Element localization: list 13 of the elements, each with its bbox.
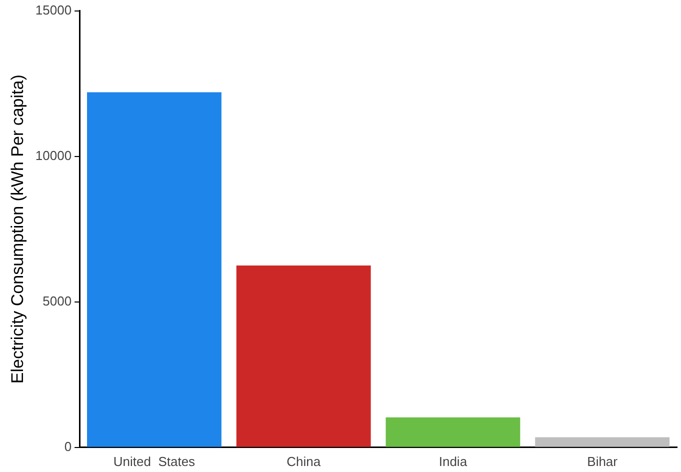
y-axis-title: Electricity Consumption (kWh Per capita)	[8, 74, 27, 384]
x-tick-label: United States	[113, 454, 196, 469]
x-tick-label: India	[438, 454, 468, 469]
x-tick-label: Bihar	[587, 454, 618, 469]
y-tick-label: 0	[64, 438, 72, 454]
bar	[535, 437, 670, 447]
bar	[236, 265, 371, 447]
bar	[386, 417, 520, 447]
bar	[87, 92, 222, 447]
y-tick-label: 10000	[35, 148, 72, 163]
y-tick-label: 5000	[42, 293, 72, 308]
y-tick-label: 15000	[35, 2, 72, 18]
x-tick-label: China	[286, 454, 322, 469]
